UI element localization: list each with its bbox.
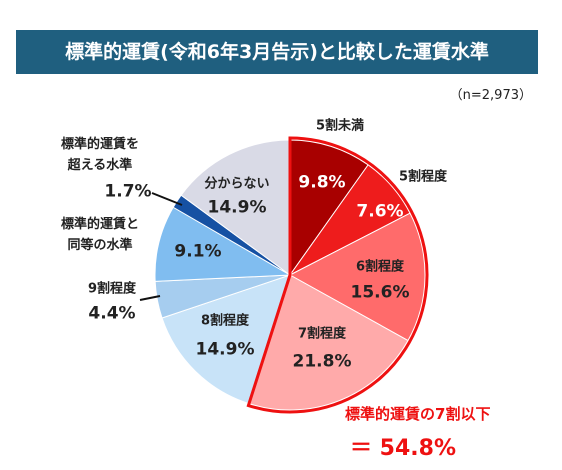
annotation: 標準的運賃の7割以下 bbox=[345, 405, 491, 423]
chart-title: 標準的運賃(令和6年3月告示)と比較した運賃水準 bbox=[16, 30, 538, 74]
value-label: 9.8% bbox=[298, 172, 346, 193]
leader-line bbox=[151, 192, 183, 206]
slice-label: 9割程度 bbox=[87, 281, 137, 297]
value-label: 14.9% bbox=[195, 339, 255, 360]
pie-slice bbox=[248, 274, 409, 411]
slice-label: 5割未満 bbox=[315, 118, 365, 134]
slice-label: 5割程度 bbox=[398, 169, 448, 185]
highlight-outline bbox=[246, 136, 429, 414]
pie-slice bbox=[180, 139, 291, 276]
slice-label: 8割程度 bbox=[200, 313, 250, 329]
value-label: 4.4% bbox=[88, 303, 136, 324]
sample-note: （n=2,973） bbox=[449, 88, 532, 103]
leader-line bbox=[139, 295, 161, 301]
slice-label: 7割程度 bbox=[297, 326, 347, 342]
value-label: 14.9% bbox=[207, 197, 267, 218]
value-label: 21.8% bbox=[292, 351, 352, 372]
value-label: 7.6% bbox=[356, 201, 404, 222]
value-label: 1.7% bbox=[104, 181, 152, 202]
annotation: ＝ 54.8% bbox=[350, 436, 456, 461]
value-label: 15.6% bbox=[350, 282, 410, 303]
pie-slice bbox=[289, 139, 369, 277]
slice-label: 6割程度 bbox=[355, 259, 405, 275]
pie-slice bbox=[288, 212, 426, 342]
slice-label: 分からない bbox=[204, 176, 270, 192]
slice-label: 標準的運賃を 超える水準 bbox=[60, 137, 140, 173]
slice-label: 標準的運賃と 同等の水準 bbox=[60, 217, 140, 253]
value-label: 9.1% bbox=[174, 241, 222, 262]
